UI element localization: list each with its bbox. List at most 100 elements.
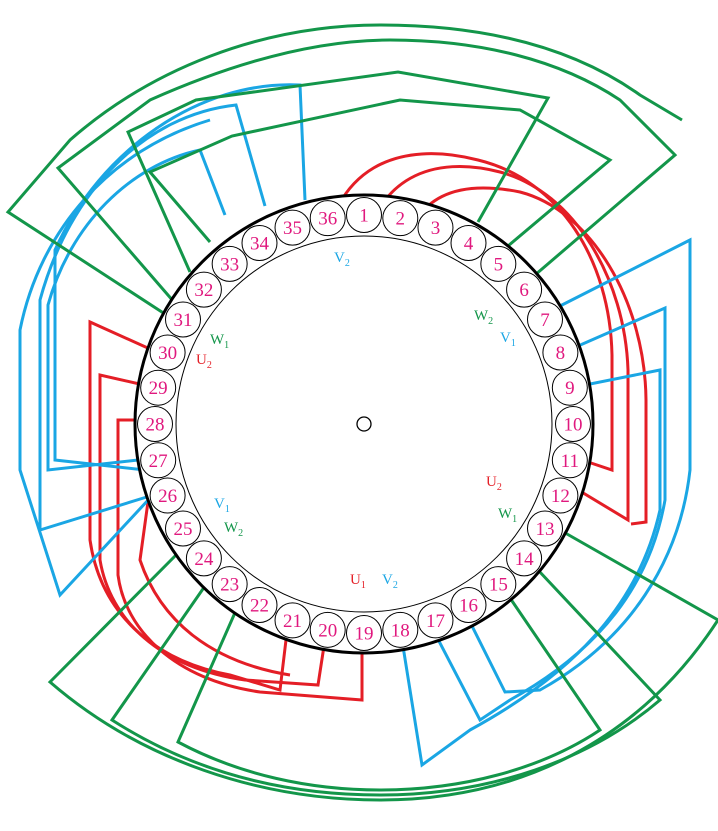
slot-number: 26 bbox=[158, 486, 177, 507]
coil-v-right-2 bbox=[426, 305, 667, 723]
slot-circle bbox=[526, 510, 563, 547]
phase-subscript: 1 bbox=[361, 580, 366, 591]
slot-18: 18 bbox=[382, 611, 419, 648]
phase-letter: V bbox=[334, 250, 345, 266]
coil-connections bbox=[5, 23, 718, 802]
phase-subscript: 1 bbox=[224, 340, 229, 351]
slot-10: 10 bbox=[555, 406, 591, 442]
slot-circle bbox=[542, 477, 579, 514]
phase-subscript: 1 bbox=[225, 504, 230, 515]
phase-letter: W bbox=[474, 308, 489, 324]
slot-number: 31 bbox=[174, 310, 193, 331]
phase-label-v2: V2 bbox=[334, 250, 350, 269]
phase-letter: W bbox=[210, 332, 225, 348]
slot-number: 13 bbox=[535, 519, 554, 540]
slot-28: 28 bbox=[137, 406, 173, 442]
slot-circle bbox=[450, 586, 487, 623]
coil-v-left-3 bbox=[53, 83, 307, 472]
slot-4: 4 bbox=[450, 225, 487, 262]
slot-35: 35 bbox=[274, 209, 311, 246]
phase-subscript: 2 bbox=[488, 316, 493, 327]
slot-circle bbox=[551, 369, 588, 406]
coil-w-top-4 bbox=[147, 98, 613, 248]
phase-letter: U bbox=[196, 352, 207, 368]
slot-circle bbox=[382, 200, 419, 237]
slot-15: 15 bbox=[480, 566, 517, 603]
slot-circle bbox=[241, 225, 278, 262]
slot-number: 34 bbox=[250, 234, 270, 255]
slot-13: 13 bbox=[526, 510, 563, 547]
slot-circle bbox=[165, 301, 202, 338]
slot-circle bbox=[551, 442, 588, 479]
slot-14: 14 bbox=[506, 540, 543, 577]
slot-2: 2 bbox=[382, 200, 419, 237]
coil-u-left-4 bbox=[138, 457, 291, 677]
slot-number: 28 bbox=[146, 415, 165, 436]
slot-33: 33 bbox=[211, 245, 248, 282]
slot-36: 36 bbox=[309, 200, 346, 237]
slot-number: 23 bbox=[220, 575, 239, 596]
slot-circle bbox=[480, 566, 517, 603]
coil-v-left-4 bbox=[18, 118, 211, 598]
slot-number: 29 bbox=[149, 378, 168, 399]
slot-number: 18 bbox=[391, 620, 410, 641]
phase-letter: W bbox=[498, 506, 513, 522]
slot-27: 27 bbox=[140, 442, 177, 479]
slot-17: 17 bbox=[417, 602, 454, 639]
slot-circle bbox=[382, 611, 419, 648]
slot-3: 3 bbox=[417, 209, 454, 246]
slot-number: 27 bbox=[149, 451, 168, 472]
coil-w-top-3 bbox=[5, 23, 683, 318]
slot-circle bbox=[346, 197, 382, 233]
phase-letter: V bbox=[382, 572, 393, 588]
slot-circle bbox=[149, 334, 186, 371]
slot-number: 2 bbox=[396, 209, 406, 230]
slot-number: 17 bbox=[426, 611, 445, 632]
phase-subscript: 1 bbox=[512, 514, 517, 525]
slot-number: 11 bbox=[561, 451, 579, 472]
slot-number: 33 bbox=[220, 254, 239, 275]
phase-label-w2: W2 bbox=[224, 520, 243, 539]
slot-number: 15 bbox=[489, 575, 508, 596]
slot-number: 20 bbox=[318, 620, 337, 641]
slot-19: 19 bbox=[346, 615, 382, 651]
slot-32: 32 bbox=[185, 271, 222, 308]
slot-number: 24 bbox=[194, 549, 214, 570]
slot-29: 29 bbox=[140, 369, 177, 406]
slot-circle bbox=[211, 566, 248, 603]
phase-label-u1: U1 bbox=[350, 572, 366, 591]
phase-label-u2: U2 bbox=[486, 474, 502, 493]
coil-w-bot-1 bbox=[47, 528, 718, 802]
phase-letter: V bbox=[214, 496, 225, 512]
phase-letter: W bbox=[224, 520, 239, 536]
phase-letter: U bbox=[350, 572, 361, 588]
slot-12: 12 bbox=[542, 477, 579, 514]
slot-circle bbox=[149, 477, 186, 514]
slot-circle bbox=[185, 540, 222, 577]
slot-number: 14 bbox=[515, 549, 535, 570]
slot-number: 22 bbox=[250, 595, 269, 616]
phase-subscript: 1 bbox=[511, 338, 516, 349]
phase-label-w2: W2 bbox=[474, 308, 493, 327]
slot-number: 16 bbox=[459, 595, 478, 616]
slot-circle bbox=[506, 271, 543, 308]
slot-11: 11 bbox=[551, 442, 588, 479]
slot-circle bbox=[140, 442, 177, 479]
slot-34: 34 bbox=[241, 225, 278, 262]
slot-number: 9 bbox=[565, 378, 575, 399]
slot-circle bbox=[274, 602, 311, 639]
slot-circle bbox=[417, 602, 454, 639]
slot-8: 8 bbox=[542, 334, 579, 371]
coil-v-right-3 bbox=[400, 368, 662, 768]
slot-number: 35 bbox=[283, 218, 302, 239]
slot-circle bbox=[309, 611, 346, 648]
coil-w-bot-3 bbox=[176, 589, 603, 792]
phase-subscript: 2 bbox=[393, 580, 398, 591]
slot-number: 10 bbox=[564, 415, 583, 436]
slot-number: 5 bbox=[494, 254, 504, 275]
slot-circle bbox=[211, 245, 248, 282]
slot-number: 8 bbox=[556, 343, 566, 364]
slot-circle bbox=[526, 301, 563, 338]
slot-number: 36 bbox=[318, 209, 337, 230]
